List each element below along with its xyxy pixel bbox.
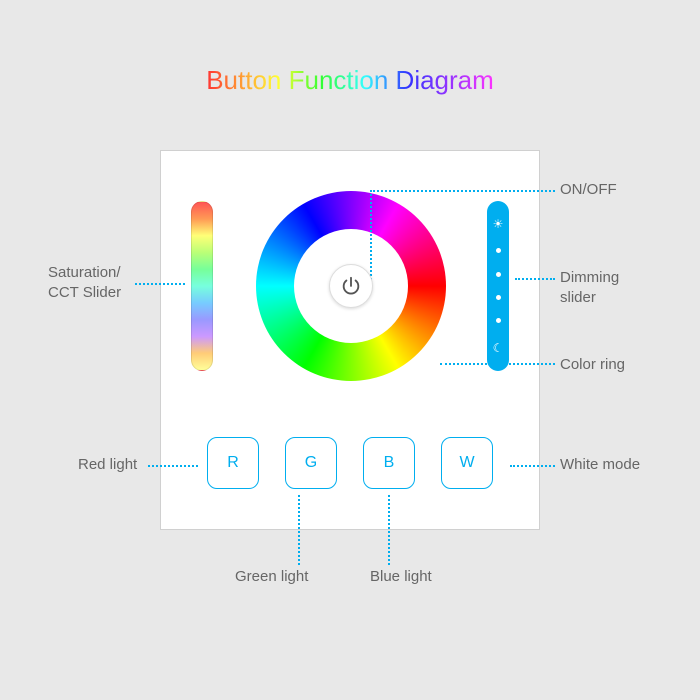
leader-saturation [135, 283, 185, 285]
blue-button[interactable]: B [363, 437, 415, 489]
leader-white-mode [510, 465, 555, 467]
green-button[interactable]: G [285, 437, 337, 489]
label-blue: Blue light [370, 567, 432, 587]
dim-dot [496, 272, 501, 277]
dim-dot [496, 318, 501, 323]
leader-red [148, 465, 198, 467]
diagram-title: Button Function Diagram [206, 65, 494, 96]
dim-dot [496, 295, 501, 300]
label-white-mode: White mode [560, 455, 640, 475]
red-button[interactable]: R [207, 437, 259, 489]
leader-on-off [370, 190, 555, 192]
label-green: Green light [235, 567, 308, 587]
label-saturation: Saturation/ CCT Slider [48, 263, 148, 302]
leader-green [298, 495, 300, 565]
leader-on-off [370, 190, 372, 280]
leader-dimming [515, 278, 555, 280]
saturation-cct-slider[interactable] [191, 201, 213, 371]
dimming-slider[interactable]: ☀ ☾ [487, 201, 509, 371]
leader-color-ring [440, 363, 555, 365]
power-icon [340, 275, 362, 297]
controller-panel: ☀ ☾ R G B W [160, 150, 540, 530]
brightness-high-icon: ☀ [493, 218, 504, 230]
label-dimming: Dimming slider [560, 268, 640, 307]
label-on-off: ON/OFF [560, 180, 617, 200]
rgbw-button-row: R G B W [161, 437, 539, 489]
power-button[interactable] [329, 264, 373, 308]
white-button[interactable]: W [441, 437, 493, 489]
label-color-ring: Color ring [560, 355, 625, 375]
brightness-low-icon: ☾ [493, 342, 504, 354]
label-red: Red light [78, 455, 137, 475]
dim-dot [496, 248, 501, 253]
leader-blue [388, 495, 390, 565]
